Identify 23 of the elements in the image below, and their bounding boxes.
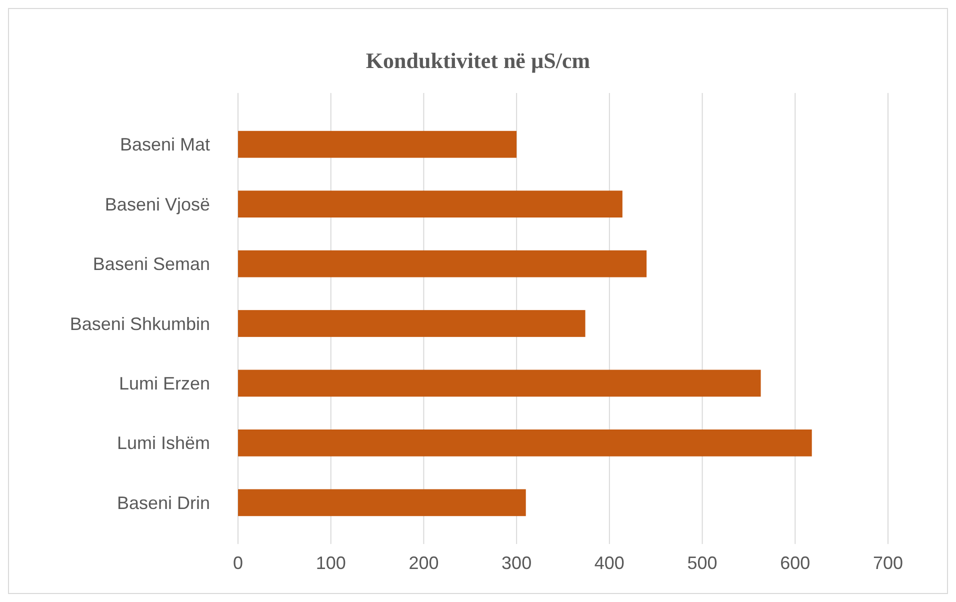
y-tick-label: Lumi Ishëm <box>116 433 210 454</box>
x-tick-label: 200 <box>408 553 439 573</box>
x-tick-label: 500 <box>687 553 718 573</box>
bar <box>238 250 647 278</box>
bar <box>238 489 526 516</box>
bar <box>238 370 761 397</box>
x-tick-label: 300 <box>502 553 532 573</box>
bar <box>238 130 517 158</box>
x-tick-label: 600 <box>780 553 810 573</box>
y-tick-label: Baseni Mat <box>120 134 210 155</box>
y-tick-label: Baseni Seman <box>92 254 210 274</box>
bar <box>238 429 812 456</box>
bar <box>238 190 622 218</box>
y-tick-label: Baseni Vjosë <box>104 194 210 214</box>
x-tick-label: 400 <box>594 553 624 573</box>
chart-title: Konduktivitet në µS/cm <box>366 48 590 73</box>
x-tick-label: 700 <box>872 553 904 573</box>
x-tick-label: 100 <box>316 553 346 573</box>
y-tick-label: Lumi Erzen <box>118 374 210 394</box>
y-tick-label: Baseni Drin <box>116 492 210 513</box>
x-tick-label: 0 <box>232 553 244 573</box>
bar <box>238 310 586 337</box>
y-tick-label: Baseni Shkumbin <box>70 314 210 334</box>
